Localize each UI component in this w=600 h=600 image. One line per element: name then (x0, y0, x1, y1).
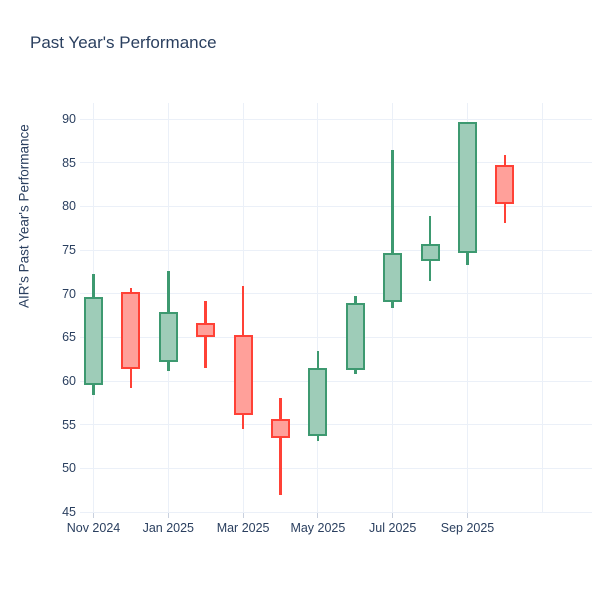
y-gridline (80, 205, 592, 207)
candle-body[interactable] (196, 323, 216, 338)
candle-body[interactable] (495, 165, 515, 204)
x-axis-line (80, 512, 592, 513)
candle-wick[interactable] (279, 398, 282, 495)
candle-wick[interactable] (391, 150, 394, 308)
x-tick-mark (317, 513, 319, 518)
x-tick-label: Mar 2025 (216, 521, 270, 535)
y-tick-label: 45 (62, 505, 76, 519)
x-tick-label: Nov 2024 (66, 521, 121, 535)
candle-body[interactable] (420, 243, 440, 262)
y-tick-label: 90 (62, 112, 76, 126)
x-tick-label: Jan 2025 (142, 521, 195, 535)
x-tick-label: Sep 2025 (440, 521, 495, 535)
y-gridline (80, 424, 592, 426)
y-axis-title: AIR's Past Year's Performance (16, 124, 32, 308)
candle-body[interactable] (233, 334, 253, 416)
y-tick-label: 50 (62, 461, 76, 476)
y-gridline (80, 249, 592, 251)
y-tick-label: 75 (62, 243, 76, 257)
candle-body[interactable] (345, 303, 365, 370)
y-tick-label: 70 (62, 286, 76, 301)
y-tick-label: 65 (62, 330, 76, 345)
chart-title: Past Year's Performance (30, 33, 217, 52)
candle-body[interactable] (121, 291, 141, 369)
y-tick-label: 55 (62, 417, 76, 432)
x-tick-mark (392, 513, 394, 518)
y-gridline (80, 336, 592, 338)
x-tick-mark (242, 513, 244, 518)
candle-body[interactable] (271, 418, 290, 438)
x-gridline (467, 103, 468, 512)
y-gridline (80, 380, 592, 382)
candle-body[interactable] (158, 312, 178, 362)
candle-body[interactable] (458, 121, 477, 253)
y-gridline (80, 162, 592, 164)
y-tick-label: 85 (62, 155, 76, 170)
x-gridline (541, 103, 543, 512)
candle-body[interactable] (308, 367, 328, 436)
x-tick-mark (467, 513, 468, 518)
y-tick-label: 60 (62, 374, 76, 388)
x-gridline (317, 103, 319, 512)
candle-body[interactable] (84, 297, 103, 386)
candle-body[interactable] (383, 252, 403, 303)
x-tick-mark (167, 513, 169, 518)
y-gridline (80, 467, 592, 469)
y-gridline (80, 293, 592, 295)
y-tick-label: 80 (62, 199, 76, 214)
x-tick-label: Jul 2025 (369, 521, 417, 535)
x-tick-mark (93, 513, 94, 518)
x-tick-label: May 2025 (290, 521, 346, 535)
y-gridline (80, 118, 592, 120)
